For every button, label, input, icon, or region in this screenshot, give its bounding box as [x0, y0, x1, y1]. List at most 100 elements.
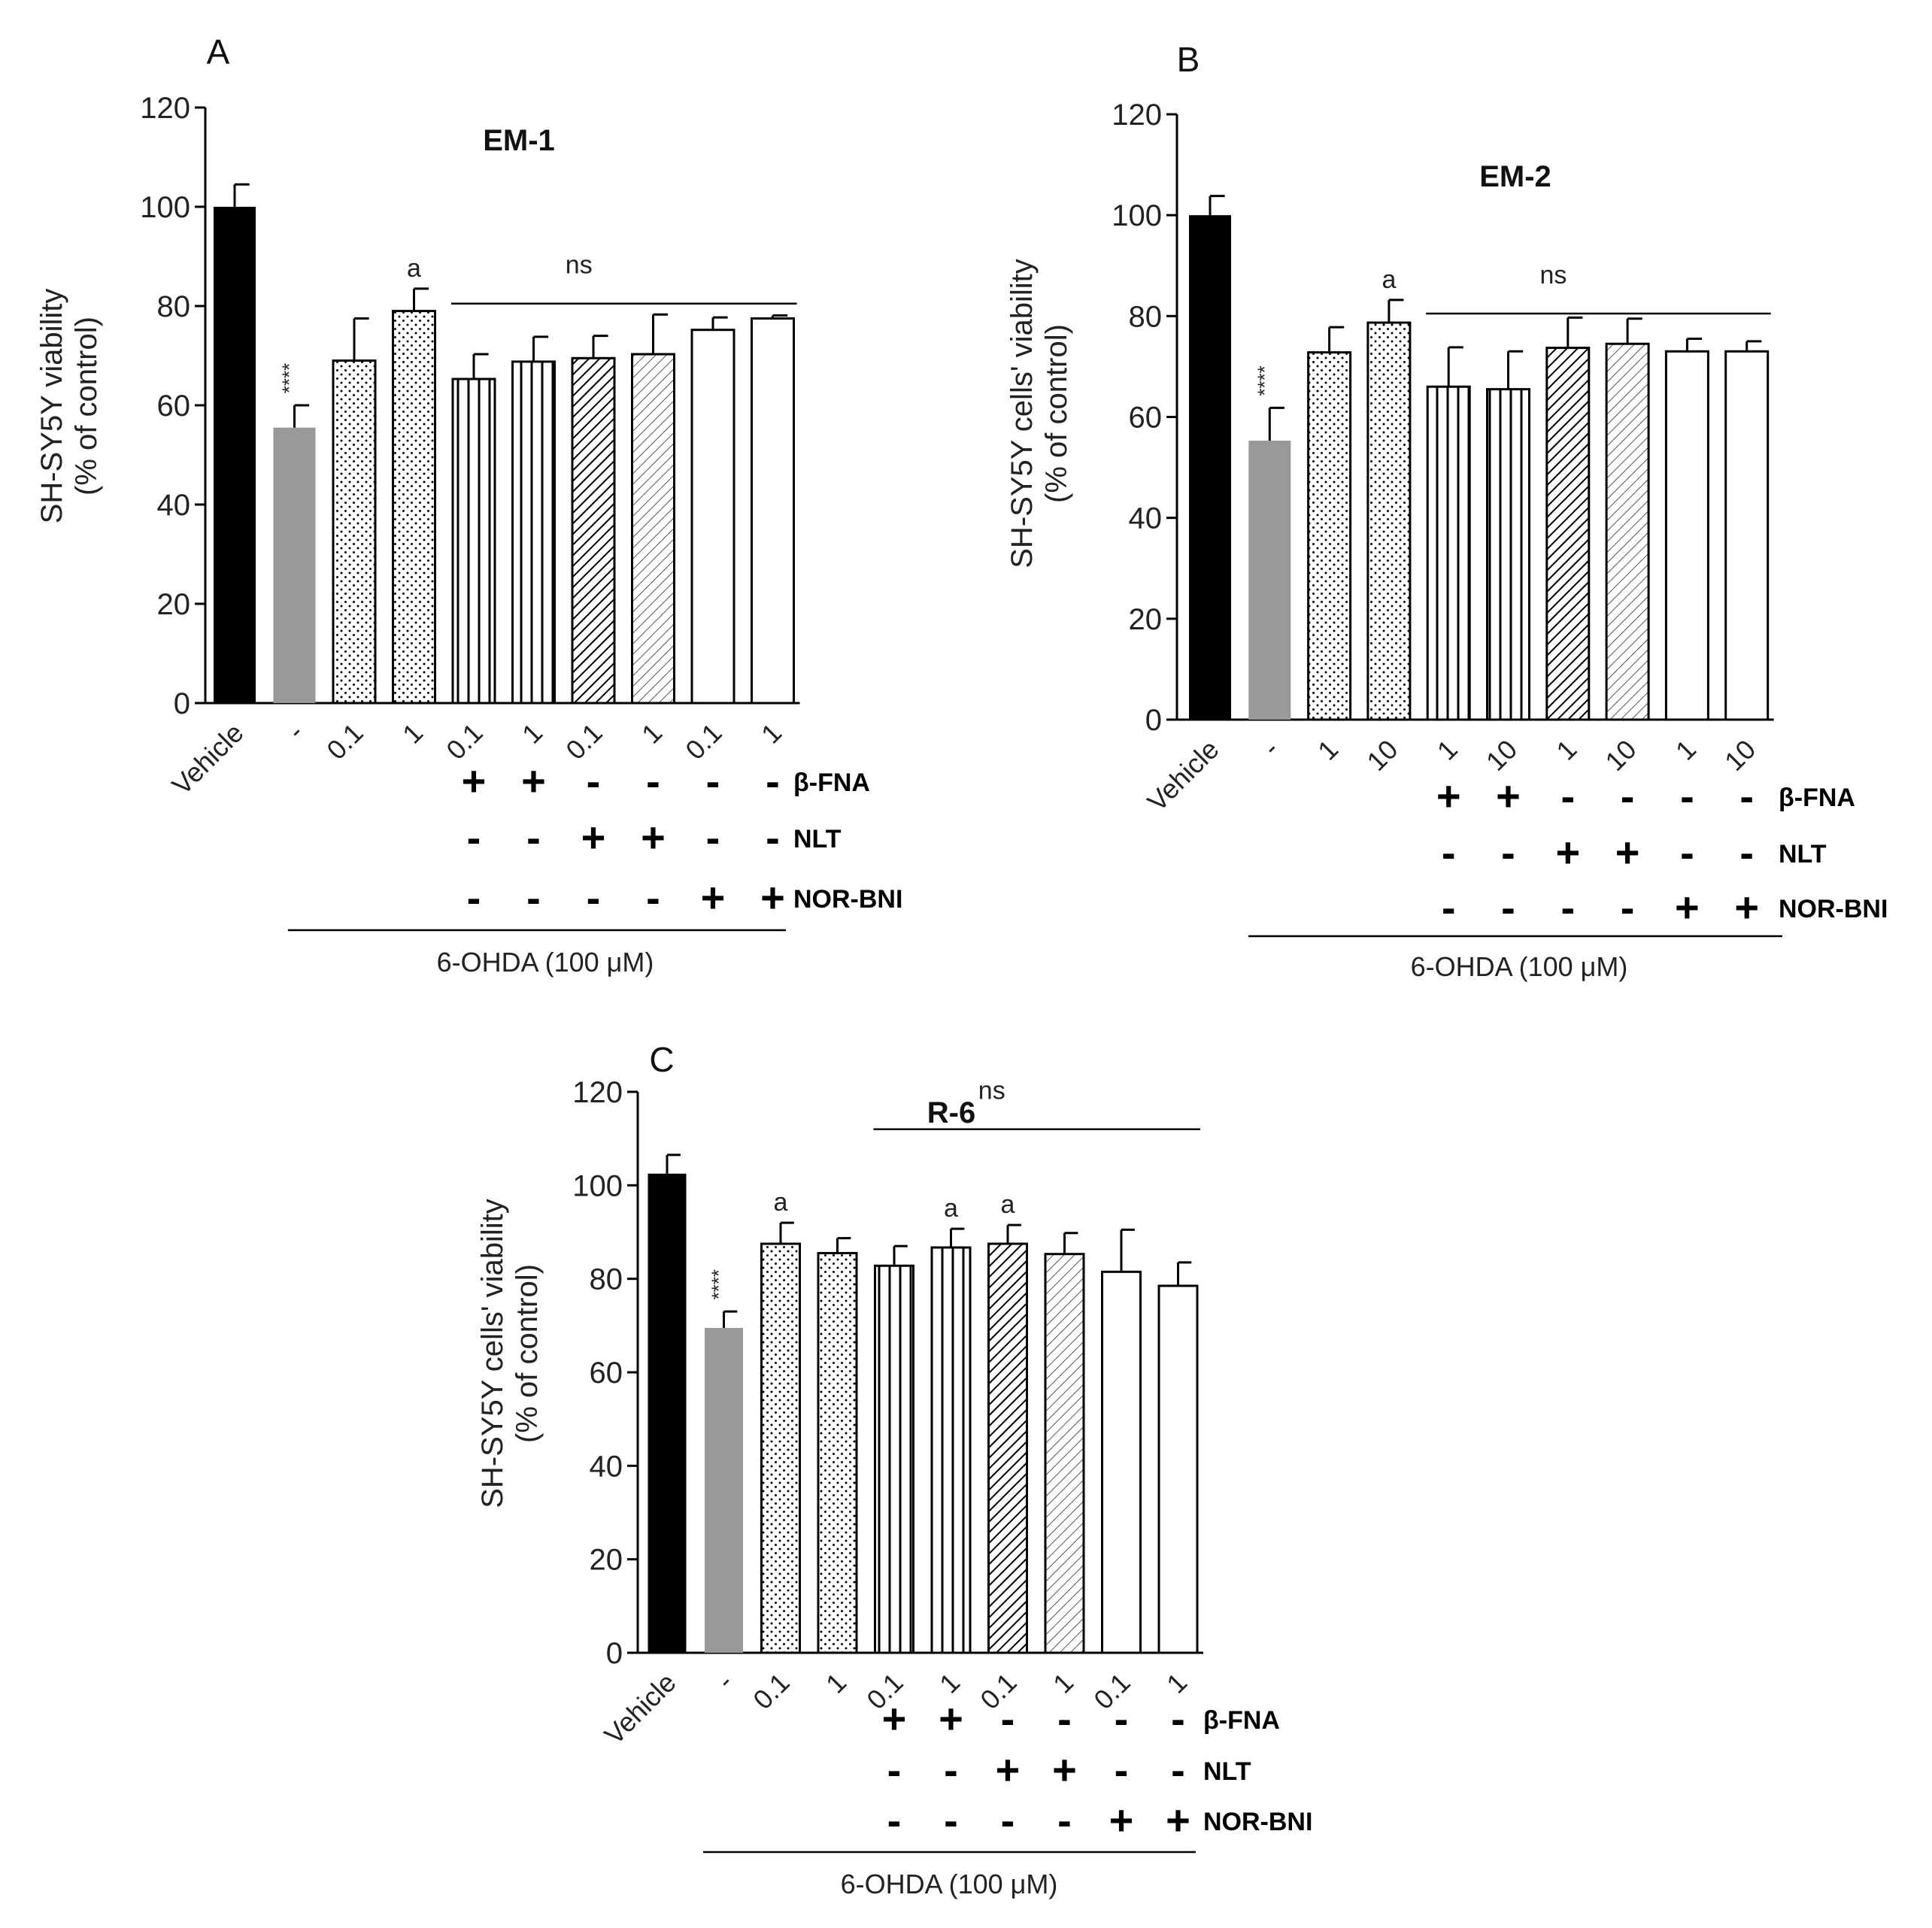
category-label: 1	[820, 1667, 852, 1699]
bar	[760, 1242, 801, 1654]
treatment-symbol: -	[467, 814, 481, 861]
bar	[1044, 1253, 1085, 1654]
treatment-symbol: -	[1621, 772, 1635, 820]
treatment-symbol: -	[646, 874, 660, 921]
bar	[214, 207, 256, 703]
y-tick-label: 120	[572, 1076, 623, 1109]
y-tick-label: 40	[1129, 502, 1163, 535]
significance-letter: a	[1001, 1190, 1015, 1219]
category-label: 0.1	[747, 1667, 795, 1715]
category-label: Vehicle	[166, 717, 250, 801]
treatment-symbol: +	[701, 874, 726, 921]
y-tick-label: 60	[157, 390, 191, 423]
category-label: Vehicle	[599, 1667, 682, 1751]
category-label: 10	[1480, 734, 1523, 777]
category-label: 10	[1599, 734, 1642, 777]
treatment-symbol: +	[1675, 884, 1700, 931]
group-label: 6-OHDA (100 μM)	[1411, 951, 1628, 982]
category-label: 1	[1312, 734, 1344, 766]
category-label: 1	[1431, 734, 1463, 766]
significance-letter: a	[774, 1188, 788, 1217]
y-axis-label-unit: (% of control)	[511, 1264, 544, 1443]
bar	[511, 360, 556, 705]
bar	[705, 1327, 743, 1653]
treatment-symbol: +	[1615, 829, 1640, 876]
treatment-symbol: +	[1052, 1746, 1077, 1793]
category-label: 0.1	[974, 1667, 1022, 1715]
treatment-symbol: -	[646, 757, 660, 805]
y-tick-label: 80	[157, 290, 191, 323]
significance-stars: ****	[1253, 365, 1275, 396]
ns-label: ns	[978, 1077, 1005, 1105]
treatment-symbol: -	[1115, 1695, 1129, 1742]
treatment-symbol: -	[887, 1796, 902, 1844]
treatment-symbol: -	[1171, 1695, 1185, 1742]
bar	[451, 377, 496, 705]
treatment-symbol: +	[996, 1746, 1021, 1793]
chart-title: R-6	[927, 1096, 975, 1129]
bar	[1189, 215, 1231, 720]
category-label: 1	[1670, 734, 1702, 766]
y-tick-label: 40	[590, 1450, 623, 1483]
treatment-symbol: -	[1442, 829, 1456, 876]
treatment-symbol: +	[1166, 1796, 1190, 1844]
treatment-symbol: -	[1621, 884, 1635, 931]
ns-label: ns	[1539, 261, 1567, 290]
y-axis-label: SH-SY5Y cells' viability	[1005, 259, 1039, 568]
bar	[1724, 350, 1770, 721]
group-label: 6-OHDA (100 μM)	[841, 1869, 1058, 1899]
category-label: 10	[1718, 734, 1761, 777]
panel-letter: C	[649, 1040, 674, 1079]
y-tick-label: 20	[1129, 603, 1163, 636]
bar	[1366, 321, 1412, 721]
category-label: 1	[1550, 734, 1582, 766]
significance-letter: a	[1382, 265, 1396, 294]
treatment-symbol: -	[944, 1746, 958, 1793]
treatment-symbol: +	[939, 1695, 963, 1742]
treatment-symbol: -	[467, 874, 481, 921]
y-axis-label-unit: (% of control)	[70, 317, 103, 496]
y-tick-label: 80	[1129, 300, 1163, 333]
y-tick-label: 80	[590, 1263, 623, 1296]
bar	[1664, 350, 1709, 721]
panel-c: C R-6 SH-SY5Y cells' viability (% of contro…	[476, 1040, 1312, 1899]
treatment-symbol: -	[766, 757, 780, 805]
y-tick-label: 60	[1129, 402, 1163, 435]
y-tick-label: 120	[140, 92, 190, 125]
category-label: 0.1	[320, 717, 369, 765]
category-label: 10	[1360, 734, 1403, 777]
y-tick-label: 20	[157, 588, 191, 621]
bar	[332, 359, 377, 705]
category-label: -	[1256, 734, 1284, 762]
category-label: Vehicle	[1142, 734, 1225, 817]
treatment-symbol: -	[587, 874, 601, 921]
treatment-symbol: +	[1496, 772, 1521, 820]
treatment-symbol: +	[641, 814, 666, 861]
y-tick-label: 100	[572, 1169, 623, 1202]
treatment-symbol: +	[882, 1695, 907, 1742]
treatment-symbol: +	[462, 757, 487, 805]
panel-letter: B	[1177, 40, 1200, 79]
y-axis-label: SH-SY5Y viability	[35, 289, 68, 524]
drug-label: NOR-BNI	[1203, 1808, 1312, 1836]
treatment-symbol: +	[1734, 884, 1759, 931]
y-tick-label: 20	[590, 1544, 623, 1577]
category-label: 1	[396, 717, 429, 750]
group-label: 6-OHDA (100 μM)	[437, 947, 654, 978]
treatment-symbol: -	[1739, 772, 1754, 820]
bar	[1426, 385, 1471, 721]
bar	[273, 427, 316, 703]
category-label: 1	[635, 717, 668, 750]
category-label: 0.1	[679, 717, 727, 765]
treatment-symbol: -	[1560, 884, 1575, 931]
treatment-symbol: +	[1109, 1796, 1134, 1844]
bar	[392, 310, 436, 705]
drug-label: NOR-BNI	[1779, 895, 1888, 923]
treatment-symbol: -	[1501, 884, 1515, 931]
y-tick-label: 0	[1145, 704, 1162, 737]
treatment-symbol: -	[706, 757, 720, 805]
treatment-symbol: -	[526, 874, 541, 921]
significance-stars: ****	[278, 363, 301, 393]
y-tick-label: 40	[157, 489, 191, 522]
